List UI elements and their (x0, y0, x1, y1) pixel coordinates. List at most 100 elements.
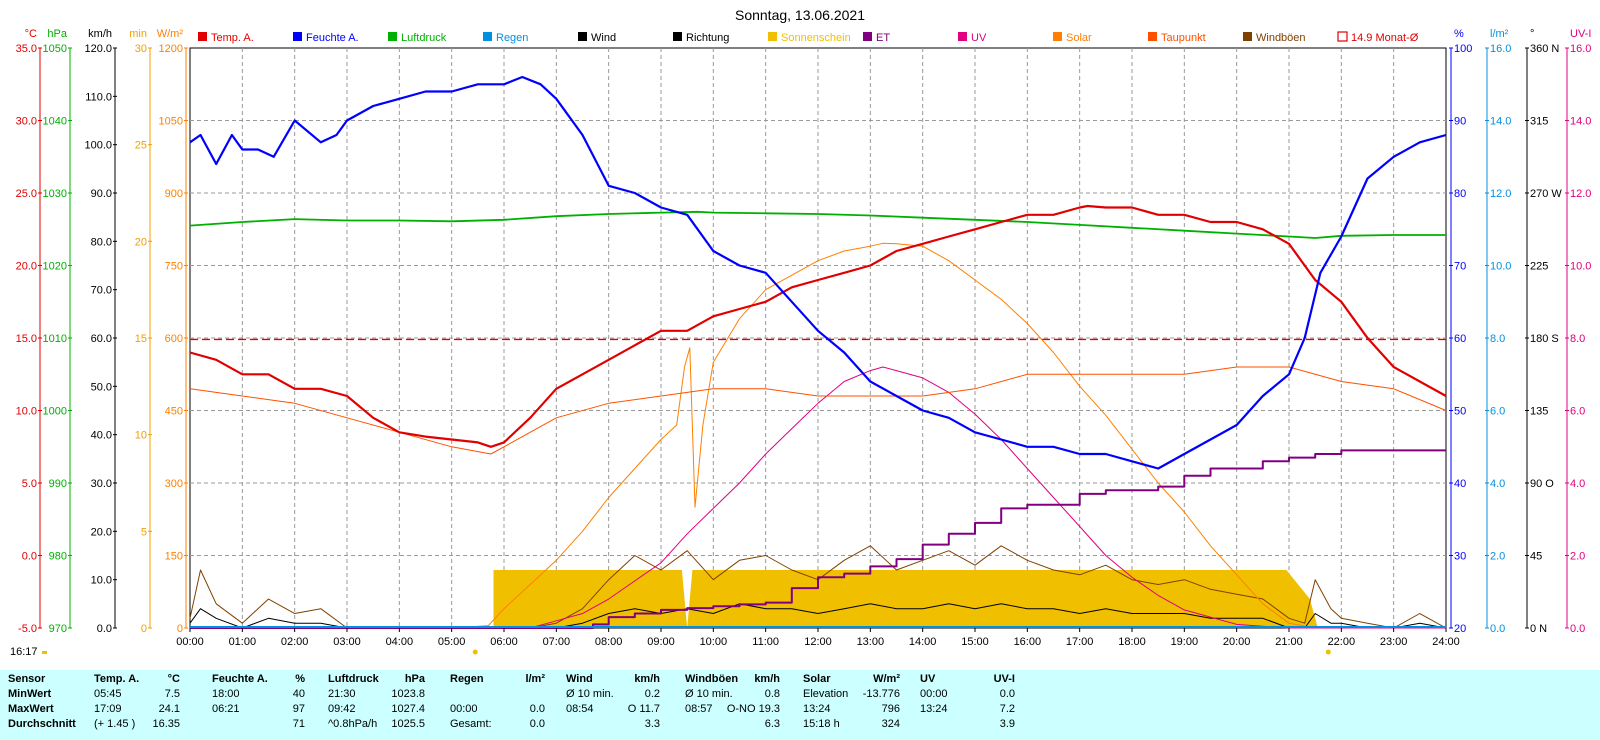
stats-value: 16.35 (152, 718, 180, 730)
stats-time: 13:24 (803, 703, 831, 715)
legend-label: Windböen (1256, 32, 1306, 44)
x-tick-label: 09:00 (647, 636, 675, 648)
axis-tick-label: 16.0 (1490, 43, 1511, 55)
x-tick-label: 16:00 (1014, 636, 1042, 648)
axis-tick-label: 25 (135, 140, 147, 152)
stats-row-label: MinWert (8, 688, 52, 700)
axis-tick-label: 1030 (43, 188, 67, 200)
axis-tick-label: 0.0 (97, 623, 112, 635)
x-tick-label: 24:00 (1432, 636, 1460, 648)
stats-value: -13.776 (862, 688, 900, 700)
axis-tick-label: 20 (1454, 623, 1466, 635)
axis-tick-label: 80.0 (91, 236, 112, 248)
axis-tick-label: 10.0 (1490, 261, 1511, 273)
stats-header-unit: l/m² (525, 673, 545, 685)
stats-header: Luftdruck (328, 673, 379, 685)
stats-header-unit: % (295, 673, 305, 685)
stats-header-unit: km/h (634, 673, 660, 685)
stats-row-label: Durchschnitt (8, 718, 76, 730)
stats-time: 17:09 (94, 703, 122, 715)
sunset-marker (1325, 649, 1331, 655)
stats-value: 0.0 (999, 688, 1015, 700)
stats-header: Temp. A. (94, 673, 140, 685)
axis-tick-label: 10.0 (16, 406, 37, 418)
series-uv (190, 366, 1446, 629)
stats-value: 7.2 (999, 703, 1015, 715)
axis-tick-label: 12.0 (1570, 188, 1591, 200)
x-tick-label: 17:00 (1066, 636, 1094, 648)
x-tick-label: 05:00 (438, 636, 466, 648)
axis-tick-label: 20.0 (91, 526, 112, 538)
series-luftdruck (189, 210, 1446, 239)
stats-value: 97 (292, 703, 305, 715)
legend-swatch (293, 32, 302, 41)
axis-tick-label: 80 (1454, 188, 1466, 200)
legend-swatch (958, 32, 967, 41)
x-tick-label: 04:00 (386, 636, 414, 648)
axis-tick-label: 300 (165, 478, 183, 490)
axis-unit-label: W/m² (157, 28, 184, 40)
legend-label: Temp. A. (211, 32, 254, 44)
x-tick-label: 14:00 (909, 636, 937, 648)
stats-time: 18:00 (212, 688, 240, 700)
legend-label: ET (876, 32, 890, 44)
x-axis: 00:00 01:00 02:00 03:00 04:00 05:00 06:00 07:00… (176, 628, 1460, 655)
x-tick-label: 13:00 (857, 636, 885, 648)
stats-value: 40 (292, 688, 305, 700)
stats-header: Feuchte A. (212, 673, 268, 685)
stats-value: 0.0 (529, 703, 545, 715)
axis-tick-label: 2.0 (1490, 551, 1505, 563)
right-axes: % 100 90 80 70 60 50 40 30 20 l/m² 16.0 14.0 12.0 10.0… (1449, 28, 1591, 635)
axis-tick-label: 980 (49, 551, 67, 563)
axis-tick-label: 60 (1454, 333, 1466, 345)
axis-tick-label: 90 (1454, 116, 1466, 128)
x-tick-label: 03:00 (333, 636, 361, 648)
axis-tick-label: 14.0 (1490, 116, 1511, 128)
stats-value: 796 (881, 703, 900, 715)
stats-header: Regen (450, 673, 484, 685)
axis-tick-label: 4.0 (1490, 478, 1505, 490)
sunrise-marker (472, 649, 478, 655)
axis-tick-label: 50.0 (91, 381, 112, 393)
axis-tick-label: 225 (1530, 261, 1548, 273)
axis-tick-label: 0 (141, 623, 147, 635)
axis-tick-label: 100.0 (84, 140, 112, 152)
legend-label: Richtung (686, 32, 729, 44)
axis-tick-label: 450 (165, 406, 183, 418)
axis-tick-label: 45 (1530, 551, 1542, 563)
stats-value: 71 (292, 718, 305, 730)
stats-time: Ø 10 min. (685, 688, 733, 700)
legend-swatch (768, 32, 777, 41)
x-tick-label: 02:00 (281, 636, 309, 648)
plot-area (189, 75, 1447, 629)
stats-header: UV (920, 673, 936, 685)
axis-tick-label: 100 (1454, 43, 1472, 55)
stats-value: 0.8 (764, 688, 780, 700)
stats-time: 09:42 (328, 703, 356, 715)
series-solar (190, 242, 1446, 629)
stats-time: 08:54 (566, 703, 594, 715)
footer-time-marker (42, 651, 47, 654)
axis-tick-label: 900 (165, 188, 183, 200)
stats-value: 3.3 (644, 718, 660, 730)
chart-title: Sonntag, 13.06.2021 (735, 7, 865, 23)
axis-tick-label: 1000 (43, 406, 67, 418)
legend-swatch (578, 32, 587, 41)
axis-tick-label: 970 (49, 623, 67, 635)
axis-tick-label: 0.0 (22, 551, 37, 563)
axis-tick-label: 6.0 (1490, 406, 1505, 418)
axis-tick-label: 30 (135, 43, 147, 55)
x-tick-label: 07:00 (543, 636, 571, 648)
stats-header: Wind (566, 673, 593, 685)
stats-row-label: MaxWert (8, 703, 54, 715)
axis-unit-label: °C (25, 28, 37, 40)
stats-value: 1023.8 (391, 688, 425, 700)
axis-tick-label: 0.0 (1570, 623, 1585, 635)
stats-time: Elevation (803, 688, 849, 700)
legend-swatch (1148, 32, 1157, 41)
stats-header: Windböen (685, 673, 739, 685)
axis-tick-label: 30 (1454, 551, 1466, 563)
axis-tick-label: 1010 (43, 333, 67, 345)
axis-tick-label: 30.0 (16, 116, 37, 128)
axis-tick-label: 25.0 (16, 188, 37, 200)
